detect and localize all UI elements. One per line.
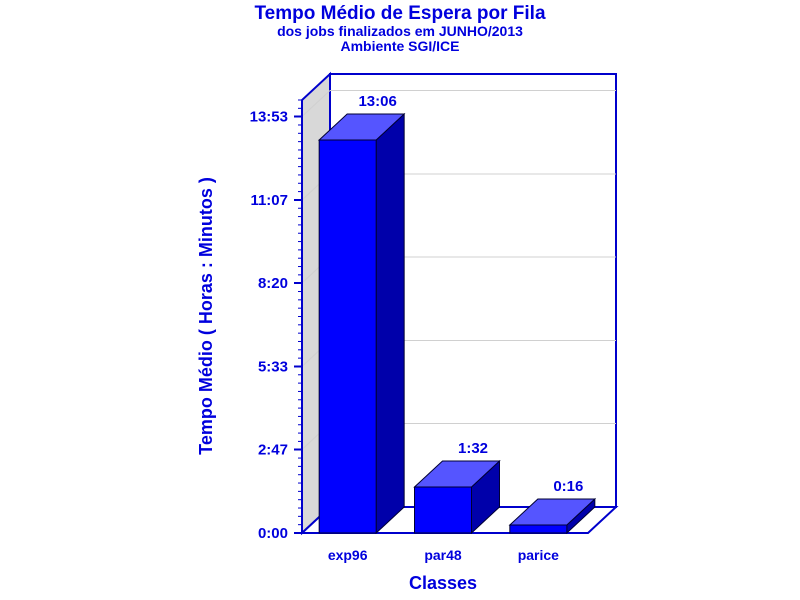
x-tick-label: par48 [424,547,462,563]
chart-titles: Tempo Médio de Espera por Fila dos jobs … [0,4,800,54]
y-tick-label: 2:47 [258,442,288,459]
chart-subtitle-line-1: dos jobs finalizados em JUNHO/2013 [277,23,523,39]
bar [509,524,568,534]
x-axis-title: Classes [409,573,477,593]
x-tick-label: exp96 [328,547,368,563]
bar-side [375,112,405,535]
y-tick-label: 5:33 [258,359,288,376]
y-tick-label: 8:20 [258,275,288,292]
bar-value-label: 1:32 [458,440,488,457]
y-tick-label: 13:53 [250,109,288,126]
bar [414,486,472,534]
bar-value-label: 13:06 [358,93,396,110]
chart-title: Tempo Médio de Espera por Fila [254,3,546,24]
chart-subtitle-line-2: Ambiente SGI/ICE [340,38,460,54]
x-tick-label: parice [518,547,559,563]
y-axis-title: Tempo Médio ( Horas : Minutos ) [196,177,216,455]
y-tick-label: 0:00 [258,525,288,542]
bar-value-label: 0:16 [553,478,583,495]
y-tick-label: 11:07 [250,192,288,209]
bar [318,139,377,534]
gridline-side [301,90,331,117]
